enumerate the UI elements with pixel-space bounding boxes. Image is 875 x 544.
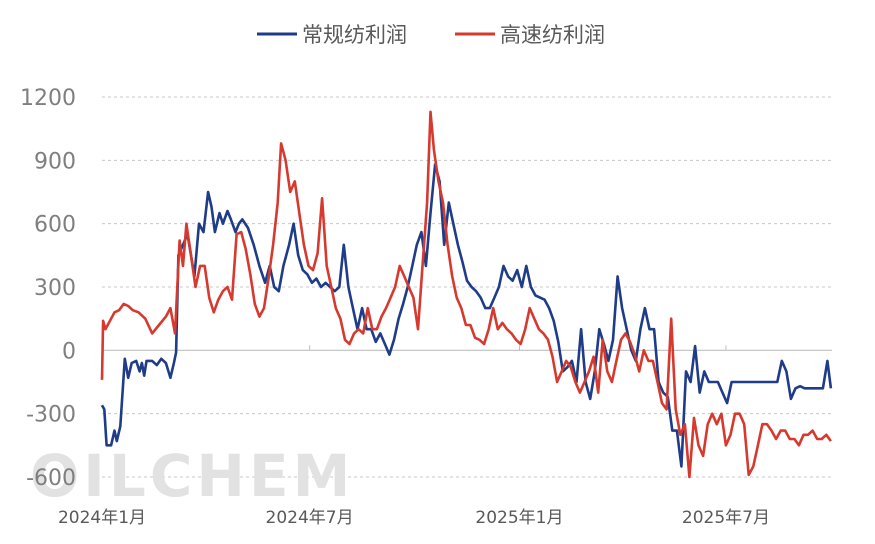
legend-item-1[interactable]: 常规纺利润 [257, 23, 407, 47]
legend: 常规纺利润 高速纺利润 [257, 23, 605, 47]
y-tick-label: 1200 [20, 86, 76, 111]
grid-layer [102, 96, 832, 478]
series-line-2 [100, 110, 832, 479]
x-tick-label: 2024年7月 [266, 508, 354, 528]
y-tick-label: -300 [26, 403, 76, 428]
y-tick-label: 300 [34, 276, 76, 301]
series-line-1 [100, 163, 833, 468]
x-tick-label: 2025年7月 [682, 508, 770, 528]
y-tick-label: 0 [62, 339, 76, 364]
series-layer [100, 110, 833, 479]
x-tick-label: 2025年1月 [475, 508, 563, 528]
x-tick-label: 2024年1月 [58, 508, 146, 528]
y-tick-label: 900 [34, 149, 76, 174]
y-tick-label: 600 [34, 213, 76, 238]
legend-item-2[interactable]: 高速纺利润 [455, 23, 605, 47]
watermark: OILCHEM [30, 442, 354, 510]
watermark-text: OILCHEM [30, 442, 354, 510]
legend-label-2: 高速纺利润 [500, 23, 605, 47]
legend-label-1: 常规纺利润 [302, 23, 407, 47]
axis-layer: 1200 900 600 300 0 -300 -600 2024年1月 2024年7月 2025… [20, 86, 832, 528]
y-tick-label: -600 [26, 466, 76, 491]
